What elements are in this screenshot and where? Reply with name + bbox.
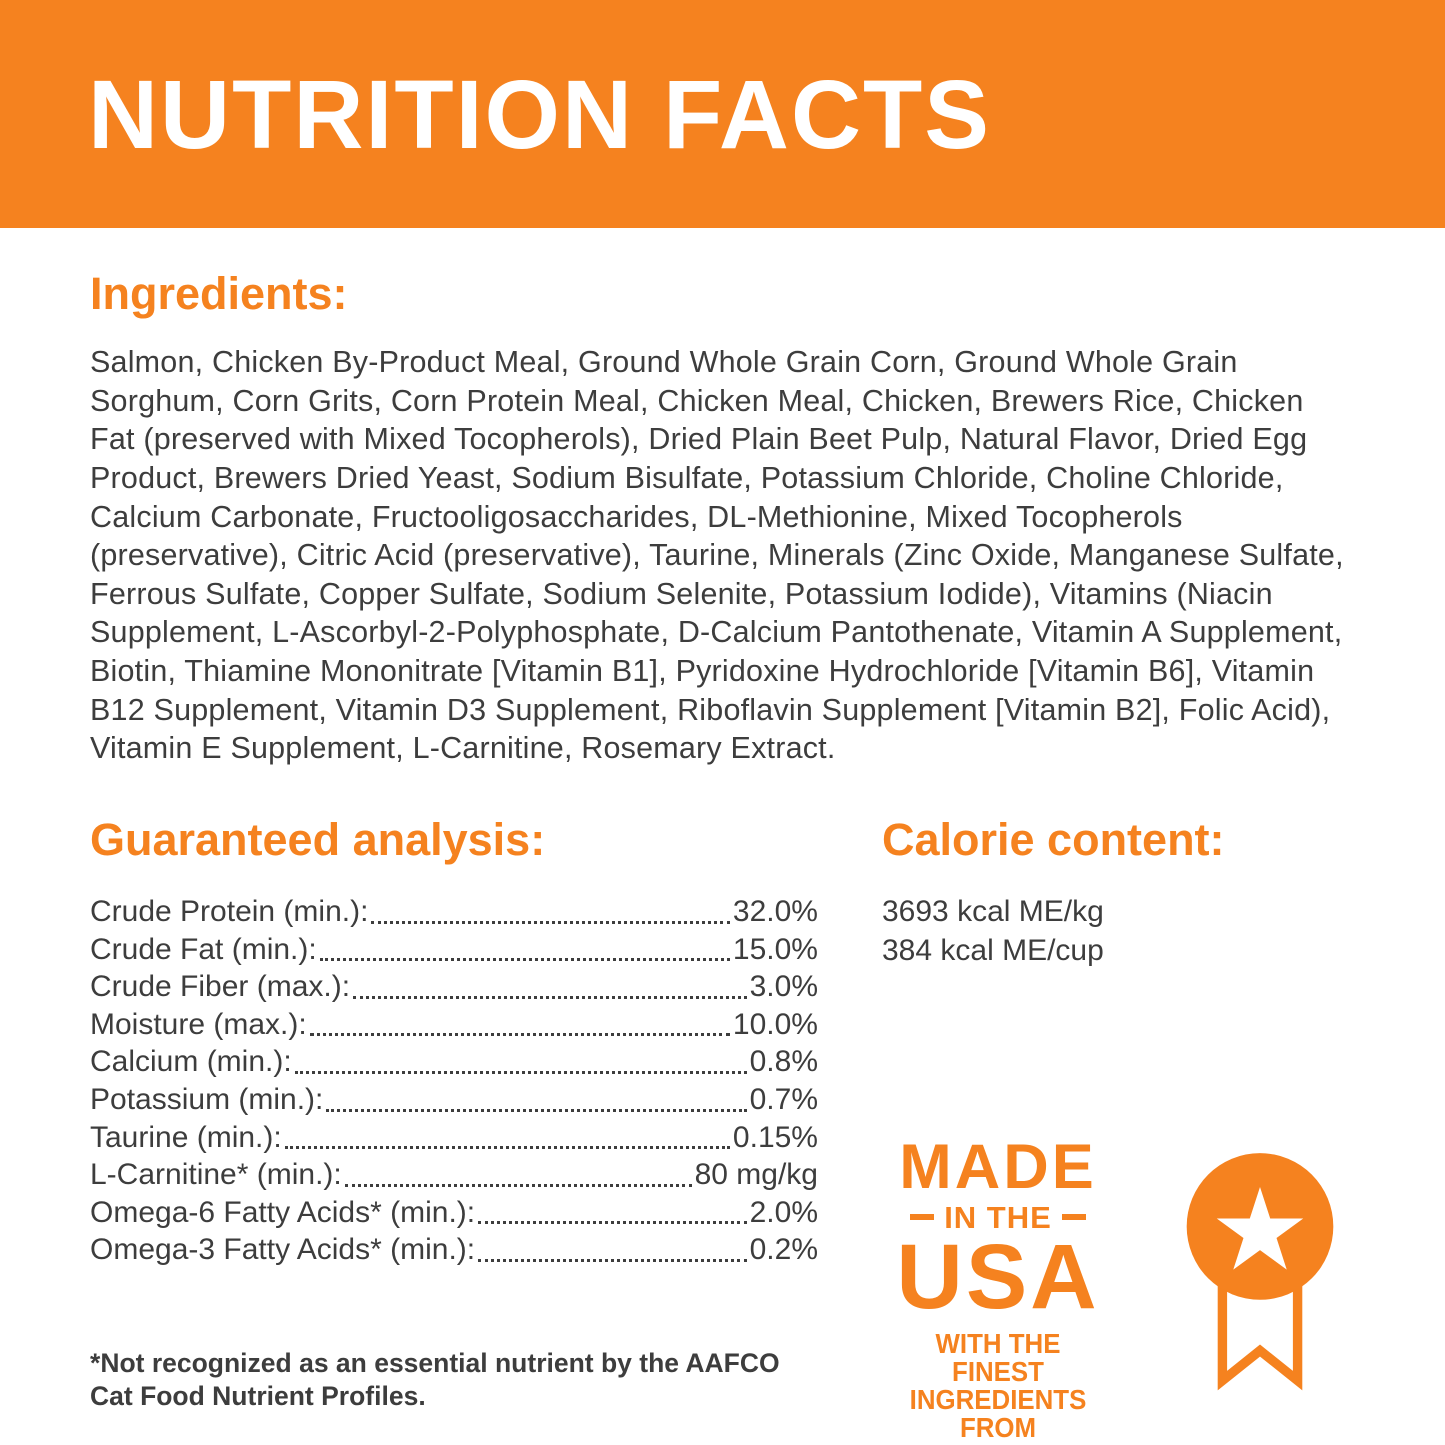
analysis-label: L-Carnitine* (min.):: [90, 1158, 342, 1192]
table-row: Crude Protein (min.): 32.0%: [90, 893, 818, 931]
table-row: Crude Fiber (max.): 3.0%: [90, 968, 818, 1006]
usa-in-the-row: IN THE: [882, 1202, 1114, 1233]
analysis-label: Calcium (min.):: [90, 1045, 292, 1079]
usa-subtext-line2: INGREDIENTS FROM: [909, 1383, 1087, 1443]
usa-in-the-line: IN THE: [944, 1199, 1052, 1235]
award-ribbon-icon: [1166, 1132, 1354, 1403]
calorie-content-heading: Calorie content:: [882, 813, 1225, 865]
analysis-label: Taurine (min.):: [90, 1120, 282, 1154]
table-row: Omega-3 Fatty Acids* (min.): 0.2%: [90, 1231, 818, 1269]
analysis-value: 0.7%: [749, 1083, 818, 1116]
analysis-value: 0.8%: [749, 1045, 818, 1079]
analysis-label: Omega-3 Fatty Acids* (min.):: [90, 1233, 476, 1267]
table-row: L-Carnitine* (min.): 80 mg/kg: [90, 1156, 818, 1194]
dot-leader: [353, 968, 747, 999]
calorie-line-cup: 384 kcal ME/cup: [882, 933, 1104, 967]
dash-decoration: [910, 1214, 935, 1221]
table-row: Potassium (min.): 0.7%: [90, 1081, 818, 1119]
analysis-label: Moisture (max.):: [90, 1007, 307, 1041]
analysis-value: 3.0%: [749, 970, 818, 1004]
usa-subtext: WITH THE FINEST INGREDIENTS FROM AROUND …: [889, 1327, 1107, 1445]
page-title: NUTRITION FACTS: [88, 59, 991, 169]
dash-decoration: [1061, 1214, 1086, 1221]
usa-subtext-line3: AROUND THE WORLD: [889, 1441, 1107, 1445]
dot-leader: [309, 1006, 730, 1037]
dot-leader: [294, 1043, 747, 1074]
made-in-usa-block: MADE IN THE USA WITH THE FINEST INGREDIE…: [882, 1132, 1355, 1445]
dot-leader: [371, 893, 730, 924]
guaranteed-analysis-heading: Guaranteed analysis:: [90, 813, 546, 865]
table-row: Calcium (min.): 0.8%: [90, 1043, 818, 1081]
analysis-value: 0.15%: [732, 1120, 818, 1154]
table-row: Omega-6 Fatty Acids* (min.): 2.0%: [90, 1194, 818, 1232]
dot-leader: [326, 1081, 747, 1112]
analysis-value: 2.0%: [749, 1195, 818, 1229]
analysis-label: Crude Protein (min.):: [90, 895, 369, 929]
calorie-lines: 3693 kcal ME/kg 384 kcal ME/cup: [882, 893, 1355, 970]
dot-leader: [478, 1194, 747, 1225]
made-in-usa-text: MADE IN THE USA WITH THE FINEST INGREDIE…: [882, 1132, 1114, 1445]
analysis-label: Omega-6 Fatty Acids* (min.):: [90, 1195, 476, 1229]
analysis-table: Crude Protein (min.): 32.0% Crude Fat (m…: [90, 893, 818, 1269]
lower-columns: Guaranteed analysis: Crude Protein (min.…: [90, 816, 1355, 1445]
dot-leader: [478, 1231, 747, 1262]
analysis-value: 32.0%: [732, 895, 818, 929]
guaranteed-analysis-section: Guaranteed analysis: Crude Protein (min.…: [90, 816, 818, 1445]
dot-leader: [319, 931, 730, 962]
usa-subtext-line1: WITH THE FINEST: [935, 1327, 1061, 1387]
analysis-value: 15.0%: [732, 932, 818, 966]
calorie-line-kg: 3693 kcal ME/kg: [882, 895, 1104, 929]
analysis-label: Crude Fiber (max.):: [90, 970, 351, 1004]
usa-usa-line: USA: [896, 1225, 1100, 1328]
footnote: *Not recognized as an essential nutrient…: [90, 1348, 780, 1411]
analysis-label: Crude Fat (min.):: [90, 932, 317, 966]
dot-leader: [284, 1119, 730, 1150]
analysis-value: 0.2%: [749, 1233, 818, 1267]
header-banner: NUTRITION FACTS: [0, 0, 1445, 228]
label-content: Ingredients: Salmon, Chicken By-Product …: [0, 228, 1445, 1445]
usa-made-line: MADE: [899, 1132, 1097, 1203]
table-row: Taurine (min.): 0.15%: [90, 1119, 818, 1157]
dot-leader: [344, 1156, 692, 1187]
analysis-value: 80 mg/kg: [694, 1158, 818, 1192]
ingredients-heading: Ingredients:: [90, 268, 348, 319]
ingredients-text: Salmon, Chicken By-Product Meal, Ground …: [90, 345, 1344, 766]
analysis-value: 10.0%: [732, 1007, 818, 1041]
calorie-content-section: Calorie content: 3693 kcal ME/kg 384 kca…: [882, 816, 1355, 1445]
analysis-label: Potassium (min.):: [90, 1083, 324, 1116]
table-row: Moisture (max.): 10.0%: [90, 1006, 818, 1044]
table-row: Crude Fat (min.): 15.0%: [90, 931, 818, 969]
